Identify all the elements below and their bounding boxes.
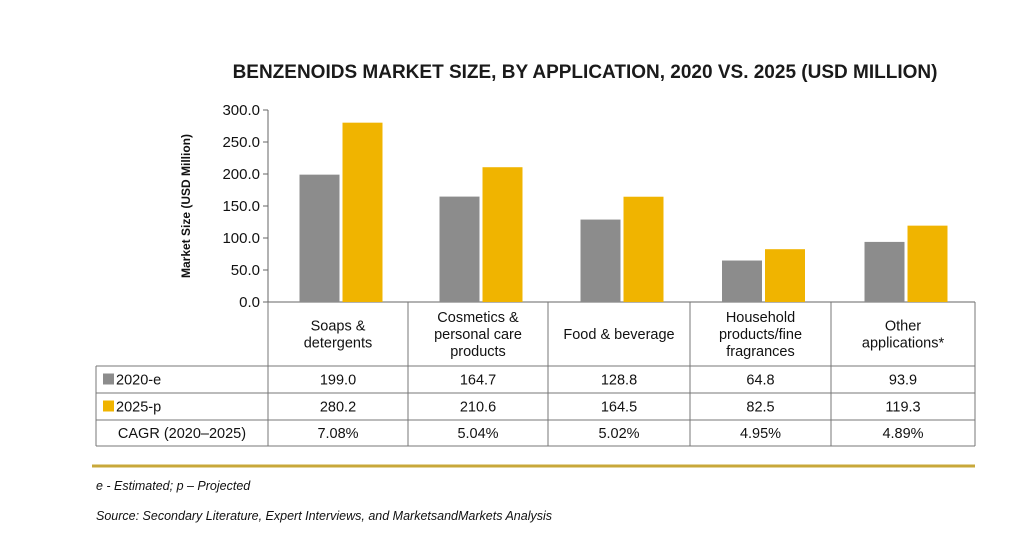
x-tick-label: products xyxy=(450,344,506,360)
source-note: Source: Secondary Literature, Expert Int… xyxy=(96,509,552,523)
data-label: 128.8 xyxy=(601,373,637,389)
cagr-value: 4.89% xyxy=(882,426,923,442)
x-tick-label: fragrances xyxy=(726,344,795,360)
y-tick-label: 150.0 xyxy=(222,198,260,215)
y-tick-label: 200.0 xyxy=(222,166,260,183)
data-label: 210.6 xyxy=(460,400,496,416)
cagr-value: 5.04% xyxy=(457,426,498,442)
data-label: 119.3 xyxy=(885,400,920,416)
bar-2025-p-1 xyxy=(482,167,523,302)
bar-2020-e-4 xyxy=(864,241,905,302)
legend-label: 2025-p xyxy=(116,400,161,416)
chart-title: BENZENOIDS MARKET SIZE, BY APPLICATION, … xyxy=(233,62,938,83)
y-tick-label: 50.0 xyxy=(231,262,260,279)
bar-2020-e-3 xyxy=(722,260,762,302)
cagr-label: CAGR (2020–2025) xyxy=(118,426,246,442)
data-label: 280.2 xyxy=(320,400,356,416)
x-tick-label: Other xyxy=(885,319,921,335)
y-axis-label: Market Size (USD Million) xyxy=(179,134,193,278)
x-tick-label: applications* xyxy=(862,336,945,352)
x-tick-label: Cosmetics & xyxy=(437,310,519,326)
legend-swatch-2025-p xyxy=(103,400,114,412)
data-label: 82.5 xyxy=(746,400,774,416)
data-label: 64.8 xyxy=(746,373,774,389)
x-tick-label: products/fine xyxy=(719,327,802,343)
bar-2025-p-3 xyxy=(765,249,805,302)
legend-label: 2020-e xyxy=(116,373,161,389)
footnote: e - Estimated; p – Projected xyxy=(96,479,251,493)
x-tick-label: personal care xyxy=(434,327,522,343)
bar-2020-e-1 xyxy=(439,196,480,302)
bar-2025-p-2 xyxy=(623,196,664,302)
cagr-value: 4.95% xyxy=(740,426,781,442)
x-tick-label: Household xyxy=(726,310,795,326)
y-tick-label: 100.0 xyxy=(222,230,260,247)
legend-swatch-2020-e xyxy=(103,373,114,385)
y-tick-label: 0.0 xyxy=(239,294,260,311)
bar-2025-p-4 xyxy=(907,225,948,302)
x-tick-label: Soaps & xyxy=(311,319,366,335)
data-label: 164.7 xyxy=(460,373,496,389)
cagr-value: 5.02% xyxy=(598,426,639,442)
data-label: 164.5 xyxy=(601,400,637,416)
x-tick-label: Food & beverage xyxy=(563,327,674,343)
cagr-value: 7.08% xyxy=(317,426,358,442)
x-tick-label: detergents xyxy=(304,336,373,352)
bar-2025-p-0 xyxy=(342,122,383,302)
bar-2020-e-2 xyxy=(580,219,621,302)
y-tick-label: 300.0 xyxy=(222,102,260,119)
data-label: 199.0 xyxy=(320,373,356,389)
y-tick-label: 250.0 xyxy=(222,134,260,151)
data-label: 93.9 xyxy=(889,373,917,389)
bar-2020-e-0 xyxy=(299,174,340,302)
